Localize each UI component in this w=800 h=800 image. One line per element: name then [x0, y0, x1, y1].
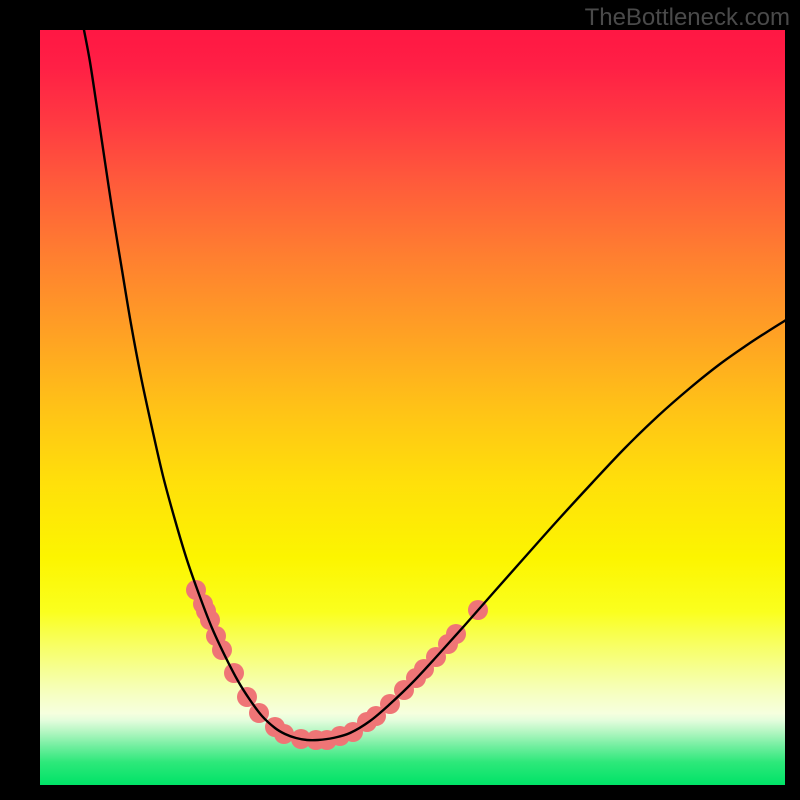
chart-svg: [0, 0, 800, 800]
watermark-text: TheBottleneck.com: [585, 4, 790, 32]
figure-root: TheBottleneck.com: [0, 0, 800, 800]
